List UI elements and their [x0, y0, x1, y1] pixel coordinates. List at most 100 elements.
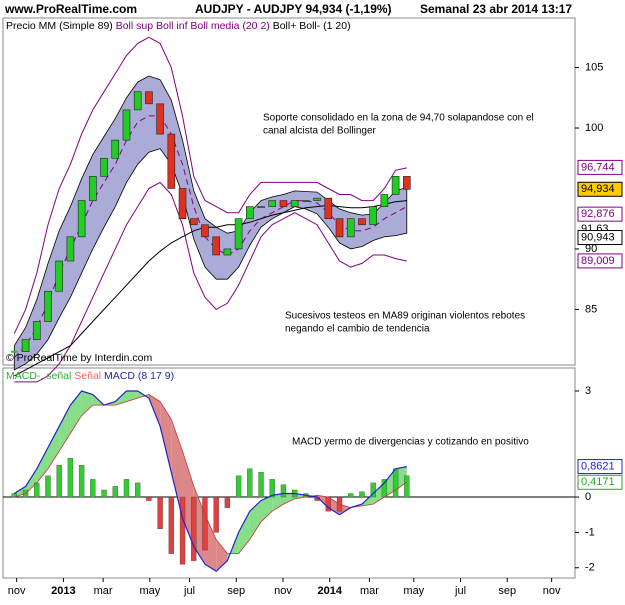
- candle: [346, 218, 355, 238]
- macd-fill: [249, 500, 262, 540]
- macd-fill: [204, 514, 217, 572]
- histogram-bar: [404, 475, 410, 498]
- candle: [290, 200, 299, 207]
- macd-fill: [59, 405, 71, 452]
- candle: [223, 248, 232, 256]
- histogram-bar: [213, 496, 219, 533]
- legend-entry: Boll sup Boll inf Boll media (20 2): [116, 20, 273, 32]
- histogram-bar: [56, 465, 62, 498]
- macd-fill: [384, 468, 396, 498]
- histogram-bar: [157, 496, 163, 530]
- legend-entry: Boll+ Boll- (1 20): [273, 20, 351, 32]
- value-label-box: [577, 253, 623, 269]
- candle: [302, 200, 310, 202]
- legend: MACD-, señal Señal MACD (8 17 9): [6, 370, 174, 382]
- macd-fill: [160, 401, 172, 473]
- histogram-bar: [45, 475, 51, 498]
- copyright: © ProRealTime by Interdin.com: [6, 352, 152, 364]
- annotation: negando el cambio de tendencia: [285, 324, 430, 335]
- candle: [111, 139, 120, 159]
- y-tick-label: 100: [585, 122, 603, 134]
- candle: [234, 218, 243, 250]
- macd-fill: [25, 468, 37, 494]
- histogram-bar: [135, 482, 141, 498]
- value-label: 90,943: [581, 231, 615, 243]
- price-panel: Precio MM (Simple 89) Boll sup Boll inf …: [6, 20, 623, 383]
- annotation: Sucesivos testeos en MA89 originan viole…: [285, 311, 525, 322]
- series-line: [14, 200, 407, 377]
- candle: [133, 91, 142, 111]
- legend-entry: Precio MM (Simple 89): [6, 20, 116, 32]
- series-line: [13, 36, 407, 334]
- histogram-bar: [146, 496, 152, 501]
- candle: [178, 188, 187, 220]
- histogram-bar: [224, 496, 231, 508]
- value-label: 92,876: [581, 208, 615, 220]
- macd-fill: [216, 539, 228, 572]
- value-label: 96,744: [581, 161, 615, 173]
- histogram-bar: [168, 496, 174, 554]
- candle: [403, 176, 411, 190]
- candle: [358, 218, 366, 226]
- candle: [189, 218, 198, 226]
- histogram-bar: [247, 468, 253, 498]
- site: www.ProRealTime.com: [4, 2, 137, 16]
- y-tick-label: 85: [585, 303, 597, 315]
- x-tick-label: sep: [227, 585, 245, 597]
- annotation: canal alcista del Bollinger: [263, 126, 377, 137]
- candle: [279, 200, 288, 207]
- macd-fill: [47, 426, 60, 469]
- histogram-bar: [90, 479, 96, 498]
- y-tick-label: 0: [585, 491, 591, 503]
- candle: [257, 206, 265, 208]
- value-label-box: [577, 206, 623, 222]
- series-line: [14, 181, 407, 383]
- macd-fill: [115, 390, 127, 406]
- histogram-bar: [235, 475, 242, 498]
- histogram-bar: [101, 489, 107, 498]
- macd-fill: [182, 451, 194, 547]
- histogram-bar: [348, 493, 354, 498]
- value-label-box: [577, 459, 623, 475]
- macd-frame: [2, 367, 576, 579]
- x-tick-label: may: [403, 585, 424, 597]
- value-label-box: [577, 230, 623, 246]
- y-tick-label: -1: [585, 526, 595, 538]
- candle: [167, 133, 176, 189]
- x-tick-label: nov: [543, 585, 561, 597]
- candle: [391, 176, 400, 195]
- value-label-box: [577, 181, 623, 197]
- x-tick-label: 2013: [51, 585, 75, 597]
- candle: [122, 109, 131, 141]
- signal-line: [14, 394, 408, 554]
- macd-fill: [328, 497, 340, 515]
- candle: [324, 197, 333, 220]
- x-tick-label: 2014: [317, 585, 342, 597]
- y-tick-label: 3: [585, 385, 591, 397]
- x-tick-label: may: [139, 585, 160, 597]
- macd-fill: [193, 486, 205, 565]
- candle: [77, 200, 86, 238]
- candle: [145, 91, 153, 105]
- histogram-bar: [179, 496, 186, 565]
- macd-fill: [137, 390, 149, 399]
- histogram-bar: [258, 472, 264, 498]
- histogram-bar: [67, 458, 74, 498]
- annotation: Soporte consolidado en la zona de 94,70 …: [263, 113, 534, 124]
- x-tick-label: jul: [454, 585, 466, 597]
- histogram-bar: [123, 479, 130, 498]
- candle: [66, 236, 75, 262]
- candle: [335, 218, 344, 238]
- macd-panel: MACD-, señal Señal MACD (8 17 9) 3 0 -1 -2 MA…: [3, 370, 623, 574]
- histogram-bar: [202, 496, 208, 551]
- histogram-bar: [112, 486, 118, 498]
- instrument: AUDJPY - AUDJPY 94,934 (-1,19%): [195, 2, 392, 16]
- candle: [89, 176, 97, 201]
- price-frame: [2, 17, 576, 366]
- x-tick-label: mar: [94, 585, 113, 597]
- histogram-bar: [280, 484, 287, 498]
- histogram-bar: [269, 479, 275, 498]
- value-label-box: [577, 474, 623, 490]
